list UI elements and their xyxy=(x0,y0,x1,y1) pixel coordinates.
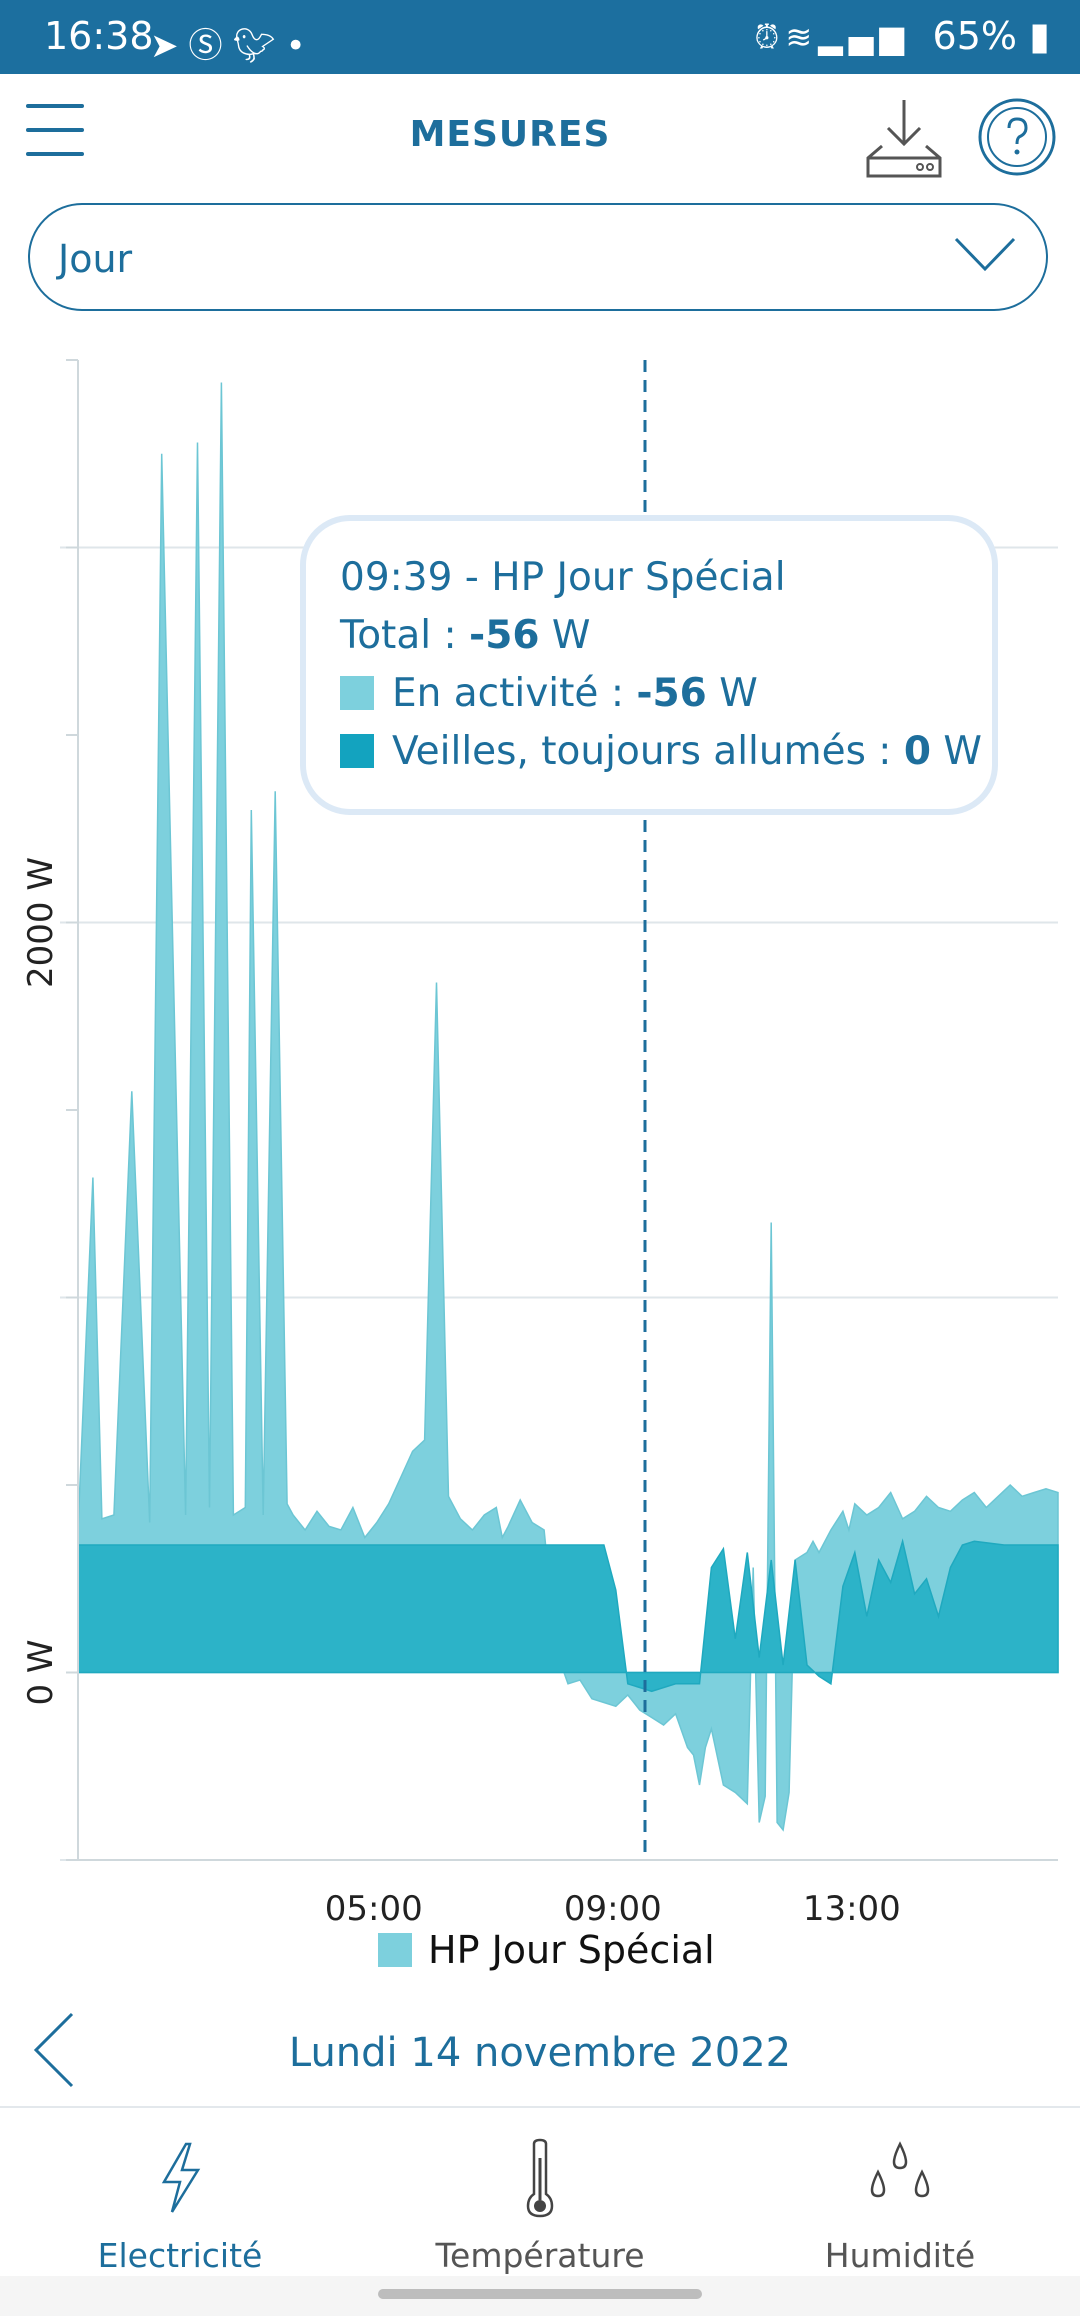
y-tick-label: 2000 W xyxy=(21,857,61,988)
dot-icon: • xyxy=(285,26,316,66)
chart-x-ticks: 05:00 09:00 13:00 xyxy=(325,1889,901,1929)
tooltip-activity-value: -56 xyxy=(636,671,707,716)
tooltip-standby-label: Veilles, toujours allumés : xyxy=(392,729,904,774)
period-select[interactable]: Jour xyxy=(28,203,1048,311)
download-icon xyxy=(866,100,942,178)
nav-temperature-label: Température xyxy=(435,2236,645,2275)
menu-icon-bar xyxy=(26,152,84,156)
x-tick-label: 09:00 xyxy=(564,1889,662,1929)
gesture-handle[interactable] xyxy=(378,2289,702,2299)
twitter-icon: 🐦︎ xyxy=(232,26,286,66)
wifi-icon: ≋ xyxy=(785,18,819,56)
activity-swatch xyxy=(340,676,374,710)
chevron-left-icon xyxy=(33,2012,74,2088)
x-tick-label: 05:00 xyxy=(325,1889,423,1929)
nav-humidity-label: Humidité xyxy=(824,2236,976,2275)
menu-icon-bar xyxy=(26,128,84,132)
bottom-navigation: Electricité Température Humidité xyxy=(0,2106,1080,2278)
tooltip-activity: En activité : -56 W xyxy=(340,671,758,716)
legend-label: HP Jour Spécial xyxy=(428,1928,715,1972)
system-icons: ⏰︎≋▂▄▆ xyxy=(754,18,910,57)
chart-legend[interactable]: HP Jour Spécial xyxy=(378,1928,715,1972)
app-header: MESURES xyxy=(0,74,1080,204)
tooltip-unit: W xyxy=(706,671,758,716)
telegram-icon: ➤ xyxy=(150,26,189,66)
series-standby-area xyxy=(77,1538,1059,1693)
nav-humidity[interactable]: Humidité xyxy=(720,2108,1080,2278)
battery-icon: ▮ xyxy=(1029,14,1050,58)
chevron-down-icon xyxy=(954,237,1016,272)
tooltip-title: 09:39 - HP Jour Spécial xyxy=(340,555,786,600)
battery-level: 65% ▮ xyxy=(933,14,1050,58)
menu-icon xyxy=(26,104,84,108)
tooltip-total: Total : -56 W xyxy=(340,613,590,658)
series-activity-area xyxy=(77,382,1059,1832)
current-date: Lundi 14 novembre 2022 xyxy=(288,2030,792,2076)
menu-button[interactable] xyxy=(26,104,88,156)
nav-temperature[interactable]: Température xyxy=(360,2108,720,2278)
battery-percent: 65% xyxy=(932,14,1017,58)
tooltip-standby-value: 0 xyxy=(903,729,931,774)
tooltip-total-value: -56 xyxy=(469,613,540,658)
notification-icons: ➤Ⓢ🐦︎• xyxy=(150,18,316,67)
chart-axes xyxy=(66,359,1058,1861)
page-title: MESURES xyxy=(409,114,611,155)
help-button[interactable] xyxy=(978,98,1056,176)
signal-icon: ▂▄▆ xyxy=(818,18,910,56)
s-icon: Ⓢ xyxy=(188,26,233,66)
previous-day-button[interactable] xyxy=(30,2010,80,2090)
download-button[interactable] xyxy=(862,96,946,180)
chart-tooltip: 09:39 - HP Jour Spécial Total : -56 W En… xyxy=(300,515,998,815)
status-bar: 16:38 ➤Ⓢ🐦︎• ⏰︎≋▂▄▆ 65% ▮ xyxy=(0,0,1080,74)
tooltip-activity-label: En activité : xyxy=(392,671,637,716)
tooltip-standby: Veilles, toujours allumés : 0 W xyxy=(340,729,982,774)
nav-electricity-label: Electricité xyxy=(97,2236,263,2275)
nav-electricity[interactable]: Electricité xyxy=(0,2108,360,2278)
y-tick-label: 0 W xyxy=(21,1639,61,1705)
standby-swatch xyxy=(340,734,374,768)
droplets-icon xyxy=(870,2141,930,2198)
tooltip-unit: W xyxy=(930,729,982,774)
thermometer-icon xyxy=(526,2138,554,2218)
legend-swatch xyxy=(378,1933,412,1967)
x-tick-label: 13:00 xyxy=(803,1889,901,1929)
status-time: 16:38 xyxy=(44,14,154,58)
chart-series xyxy=(77,382,1059,1832)
tooltip-total-label: Total : xyxy=(340,613,470,658)
help-icon xyxy=(978,98,1056,176)
tooltip-unit: W xyxy=(539,613,591,658)
lightning-icon xyxy=(161,2142,201,2213)
period-select-value: Jour xyxy=(58,237,133,281)
alarm-icon: ⏰︎ xyxy=(754,18,786,56)
